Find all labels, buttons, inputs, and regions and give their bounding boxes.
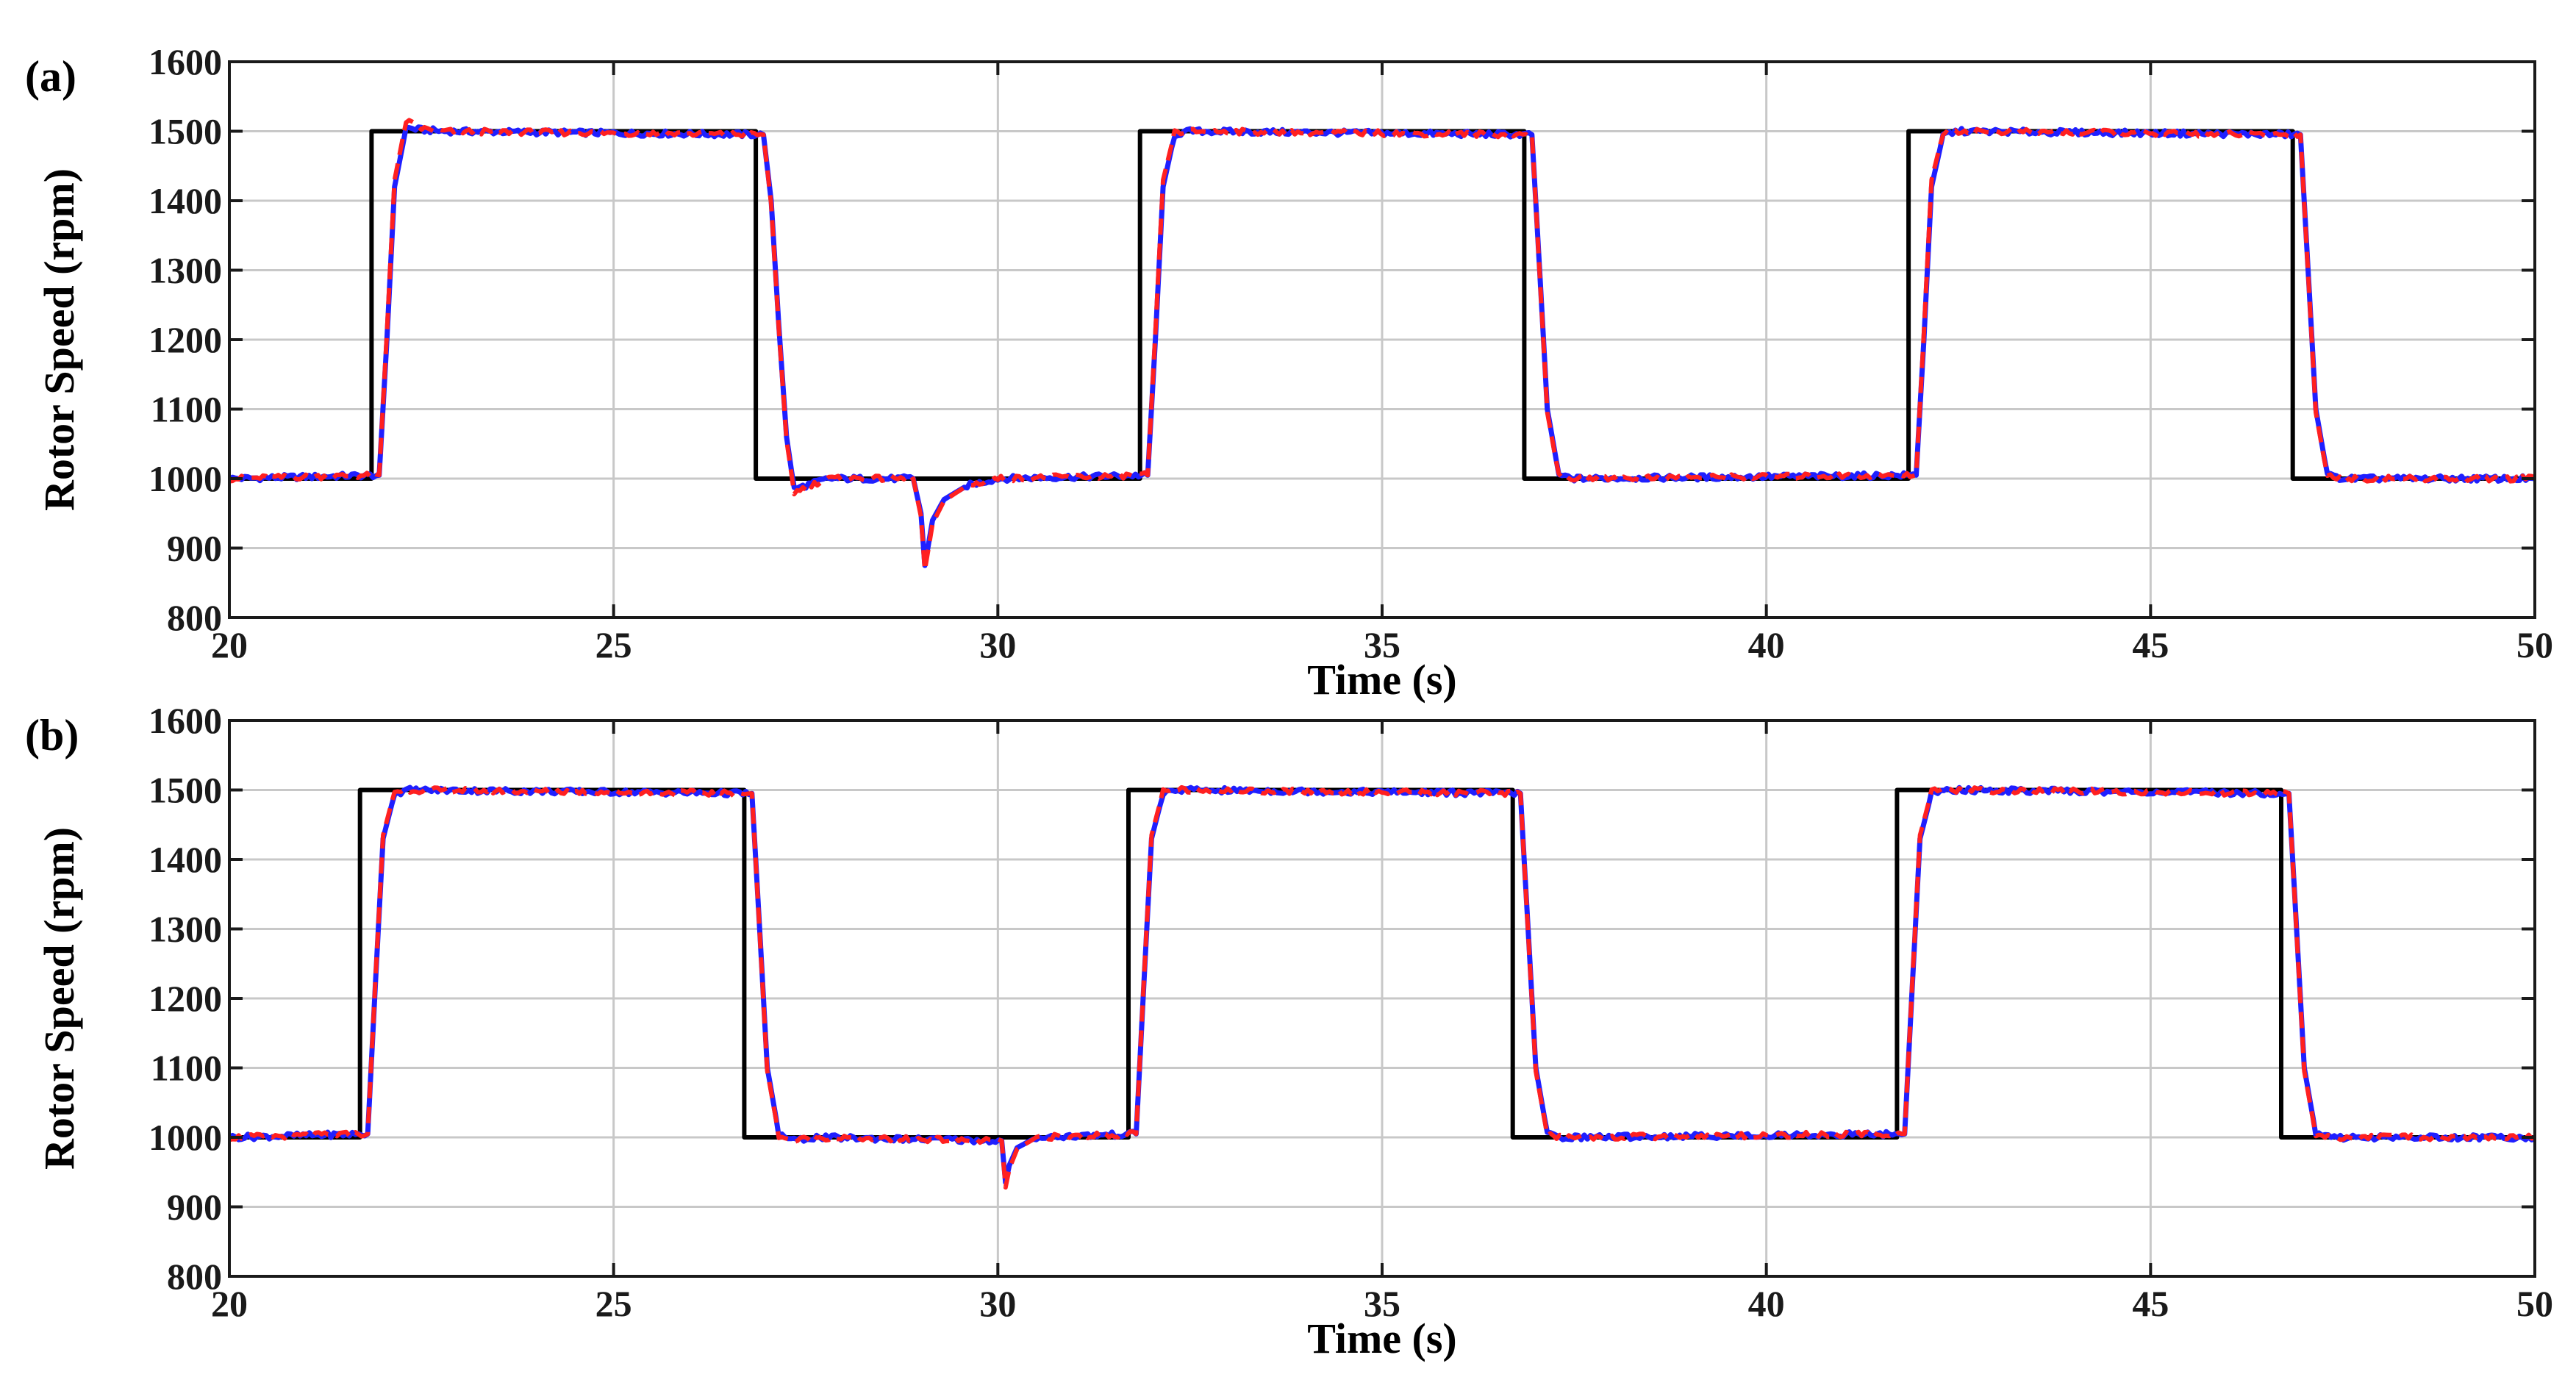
x-tick-label: 35 bbox=[1364, 624, 1400, 665]
x-tick-label: 25 bbox=[595, 624, 632, 665]
panel-a: 20 25 30 35 40 45 50 800 900 1000 1100 1200 1300 1400… bbox=[25, 41, 2553, 704]
x-tick-label: 45 bbox=[2132, 1283, 2169, 1324]
y-axis-label: Rotor Speed (rpm) bbox=[35, 827, 83, 1170]
y-axis-label: Rotor Speed (rpm) bbox=[35, 168, 83, 511]
x-tick-label: 45 bbox=[2132, 624, 2169, 665]
y-tick-label: 1200 bbox=[149, 319, 222, 360]
x-tick-label: 50 bbox=[2516, 624, 2553, 665]
x-tick-label: 20 bbox=[211, 624, 248, 665]
y-tick-label: 1000 bbox=[149, 1117, 222, 1158]
y-tick-label: 800 bbox=[167, 1256, 222, 1297]
series-red-dashed-line bbox=[229, 118, 2535, 573]
y-tick-label: 1000 bbox=[149, 458, 222, 499]
x-axis-label: Time (s) bbox=[1307, 656, 1457, 704]
x-tick-label: 25 bbox=[595, 1283, 632, 1324]
y-tick-label: 1600 bbox=[149, 700, 222, 741]
y-tick-label: 1100 bbox=[151, 1048, 222, 1089]
panel-label: (a) bbox=[25, 52, 76, 101]
y-tick-label: 900 bbox=[167, 528, 222, 569]
y-tick-label: 1500 bbox=[149, 770, 222, 811]
y-tick-label: 1300 bbox=[149, 909, 222, 950]
x-tick-label: 40 bbox=[1748, 1283, 1785, 1324]
y-tick-label: 800 bbox=[167, 597, 222, 638]
x-tick-label: 50 bbox=[2516, 1283, 2553, 1324]
x-tick-label: 35 bbox=[1364, 1283, 1400, 1324]
x-axis-label: Time (s) bbox=[1307, 1315, 1457, 1362]
y-tick-label: 1600 bbox=[149, 41, 222, 82]
panel-label: (b) bbox=[25, 711, 79, 759]
series-group bbox=[229, 118, 2535, 573]
series-red-dashed-line bbox=[229, 784, 2535, 1190]
x-tick-label: 30 bbox=[979, 1283, 1016, 1324]
x-tick-label: 40 bbox=[1748, 624, 1785, 665]
y-tick-label: 900 bbox=[167, 1187, 222, 1228]
y-tick-label: 1400 bbox=[149, 839, 222, 880]
series-group bbox=[229, 784, 2535, 1190]
panel-b: 20 25 30 35 40 45 50 800 900 1000 1100 1200 1300 1400… bbox=[25, 700, 2553, 1362]
y-tick-label: 1300 bbox=[149, 250, 222, 291]
y-tick-label: 1200 bbox=[149, 978, 222, 1019]
y-tick-label: 1100 bbox=[151, 389, 222, 430]
y-tick-label: 1400 bbox=[149, 180, 222, 221]
x-tick-label: 30 bbox=[979, 624, 1016, 665]
x-tick-label: 20 bbox=[211, 1283, 248, 1324]
y-tick-label: 1500 bbox=[149, 111, 222, 152]
